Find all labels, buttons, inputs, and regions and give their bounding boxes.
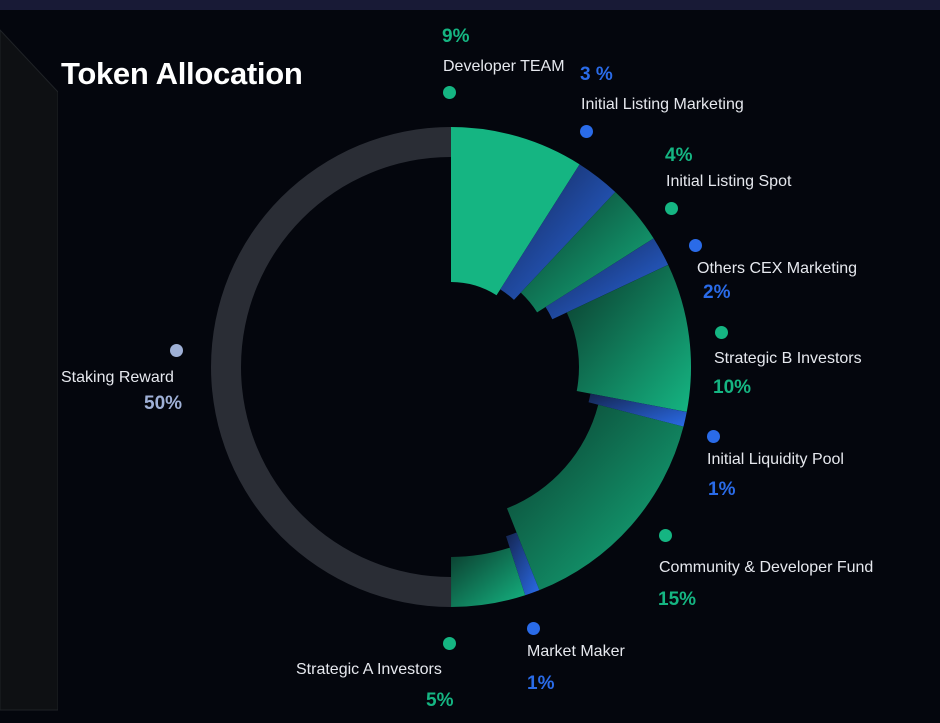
percent-community-developer-fund: 15% bbox=[658, 589, 697, 610]
percent-staking-reward: 50% bbox=[144, 393, 183, 414]
slice-initial-listing-marketing bbox=[500, 164, 616, 300]
percent-strategic-a-investors: 5% bbox=[426, 690, 454, 711]
side-panel bbox=[0, 29, 58, 711]
percent-others-cex-marketing: 2% bbox=[703, 282, 731, 303]
slice-market-maker bbox=[506, 532, 540, 596]
top-bar bbox=[0, 0, 940, 10]
legend-dot-initial-liquidity-pool bbox=[707, 430, 720, 443]
chart-title: Token Allocation bbox=[61, 56, 303, 91]
slice-initial-listing-spot bbox=[520, 192, 654, 313]
legend-dot-strategic-a-investors bbox=[443, 637, 456, 650]
percent-strategic-b-investors: 10% bbox=[713, 377, 752, 398]
legend-dot-initial-listing-marketing bbox=[580, 125, 593, 138]
slice-developer-team bbox=[451, 127, 580, 296]
percent-initial-listing-spot: 4% bbox=[665, 145, 693, 166]
label-initial-listing-marketing: Initial Listing Marketing bbox=[581, 96, 744, 113]
legend-dot-initial-listing-spot bbox=[665, 202, 678, 215]
label-initial-liquidity-pool: Initial Liquidity Pool bbox=[707, 451, 844, 468]
label-staking-reward: Staking Reward bbox=[61, 369, 174, 386]
slice-strategic-a-investors bbox=[451, 547, 526, 607]
slice-community-developer-fund bbox=[506, 404, 684, 591]
percent-market-maker: 1% bbox=[527, 673, 555, 694]
slice-staking-reward bbox=[211, 127, 451, 607]
legend-dot-strategic-b-investors bbox=[715, 326, 728, 339]
percent-initial-liquidity-pool: 1% bbox=[708, 479, 736, 500]
label-developer-team: Developer TEAM bbox=[443, 58, 565, 75]
percent-developer-team: 9% bbox=[442, 26, 470, 47]
label-market-maker: Market Maker bbox=[527, 643, 625, 660]
label-strategic-b-investors: Strategic B Investors bbox=[714, 350, 862, 367]
legend-dot-others-cex-marketing bbox=[689, 239, 702, 252]
legend-dot-developer-team bbox=[443, 86, 456, 99]
slice-others-cex-marketing bbox=[545, 238, 669, 320]
label-community-developer-fund: Community & Developer Fund bbox=[659, 559, 874, 576]
slice-initial-liquidity-pool bbox=[588, 393, 687, 427]
label-others-cex-marketing: Others CEX Marketing bbox=[697, 260, 858, 277]
percent-initial-listing-marketing: 3 % bbox=[580, 64, 613, 85]
slice-strategic-b-investors bbox=[566, 264, 691, 412]
legend-dot-market-maker bbox=[527, 622, 540, 635]
legend-dot-community-developer-fund bbox=[659, 529, 672, 542]
label-initial-listing-spot: Initial Listing Spot bbox=[666, 173, 792, 190]
legend-dot-staking-reward bbox=[170, 344, 183, 357]
label-strategic-a-investors: Strategic A Investors bbox=[296, 661, 442, 678]
